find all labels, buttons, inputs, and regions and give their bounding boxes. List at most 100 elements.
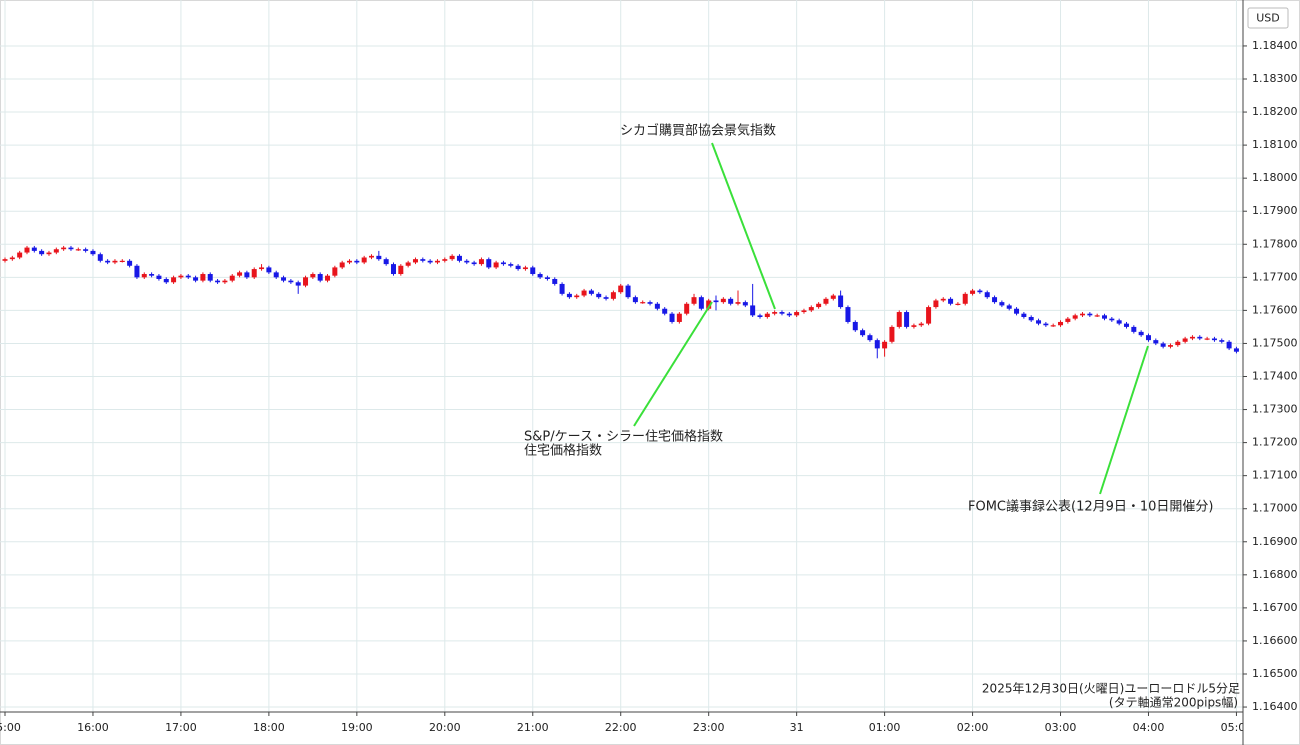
candle-body [933,300,939,308]
candle-body [83,249,89,251]
candle-body [823,298,829,304]
x-tick-label: 31 [790,721,804,734]
candle-body [90,250,96,255]
candle-body [405,262,411,266]
candle-body [1087,313,1093,316]
candle-body [1021,313,1027,317]
candle-body [926,307,932,324]
candle-body [295,282,301,286]
y-tick-label: 1.17100 [1252,469,1298,482]
candle-body [1028,316,1034,321]
candle-body [1211,338,1217,341]
candle-body [251,269,257,278]
candle-body [625,285,631,298]
candle-body [500,262,506,265]
y-tick-label: 1.17900 [1252,204,1298,217]
candle-body [200,274,206,281]
candle-body [882,341,888,349]
candle-body [61,247,67,250]
candle-body [266,267,272,273]
candle-body [684,303,690,314]
x-tick-label: 20:00 [429,721,461,734]
candle-body [955,303,961,305]
candle-body [1131,326,1137,332]
candle-body [1197,336,1203,339]
y-tick-label: 1.16400 [1252,700,1298,713]
candle-body [325,275,331,281]
candle-body [31,247,37,251]
currency-box [1247,7,1289,29]
candle-body [1226,341,1232,349]
annotation: FOMC議事録公表(12月9日・10日開催分) [968,500,1214,515]
y-tick-label: 1.18000 [1252,171,1298,184]
y-tick-label: 1.18400 [1252,39,1298,52]
candle-body [259,267,265,270]
candle-body [588,290,594,294]
y-tick-label: 1.16900 [1252,535,1298,548]
candle-body [339,262,345,268]
candle-body [442,259,448,261]
candle-body [1153,340,1159,344]
candle-body [1204,338,1210,340]
y-tick-label: 1.17800 [1252,237,1298,250]
candle-body [735,302,741,304]
candle-body [874,340,880,349]
candle-body [1109,318,1115,321]
candle-body [1043,323,1049,326]
candle-body [581,290,587,296]
candle-body [1065,318,1071,322]
annotation: S&P/ケース・シラー住宅価格指数 [524,429,723,445]
candle-body [163,278,169,283]
x-tick-label: 21:00 [517,721,549,734]
candle-body [398,265,404,275]
y-tick-label: 1.18100 [1252,138,1298,151]
candle-body [369,255,374,258]
candle-body [361,257,367,263]
candle-body [742,302,748,306]
annotation: シカゴ購買部協会景気指数 [620,123,776,139]
y-tick-label: 1.16600 [1252,634,1298,647]
y-tick-label: 1.18300 [1252,72,1298,85]
candle-body [544,277,550,279]
candle-body [552,278,558,284]
candle-body [640,302,646,304]
candle-body [830,295,836,299]
candle-body [1160,343,1166,347]
x-tick-label: 03:00 [1045,721,1077,734]
x-tick-label: 17:00 [165,721,197,734]
x-tick-label: 19:00 [341,721,373,734]
candle-body [53,249,59,253]
candle-body [1102,315,1107,319]
candle-body [816,303,822,308]
candle-body [537,274,543,278]
candle-body [464,260,470,263]
candle-body [574,295,580,298]
candle-body [193,277,199,281]
candle-body [17,252,23,258]
candle-body [698,297,704,309]
candle-body [860,330,866,336]
candle-body [390,264,396,275]
candle-body [141,274,147,278]
candle-body [376,255,382,260]
candle-body [288,280,294,283]
candle-body [1145,335,1151,341]
candle-body [647,302,653,304]
candle-body [97,254,103,261]
candle-body [237,272,243,276]
candle-body [977,290,983,293]
candle-body [354,260,360,263]
candle-body [530,267,536,275]
candle-body [911,325,917,327]
candle-body [105,260,111,263]
candle-body [420,259,426,261]
candle-body [632,297,638,303]
candle-body [618,285,624,293]
x-axis: 15:00 16:00 17:00 18:00 19:00 20:00 21:00 22:00… [0,712,1243,734]
candle-body [984,292,990,298]
candle-body [229,275,235,281]
annotation: 住宅価格指数 [524,443,602,459]
candle-body [801,310,807,313]
candle-body [486,259,492,268]
candle-body [764,313,770,317]
